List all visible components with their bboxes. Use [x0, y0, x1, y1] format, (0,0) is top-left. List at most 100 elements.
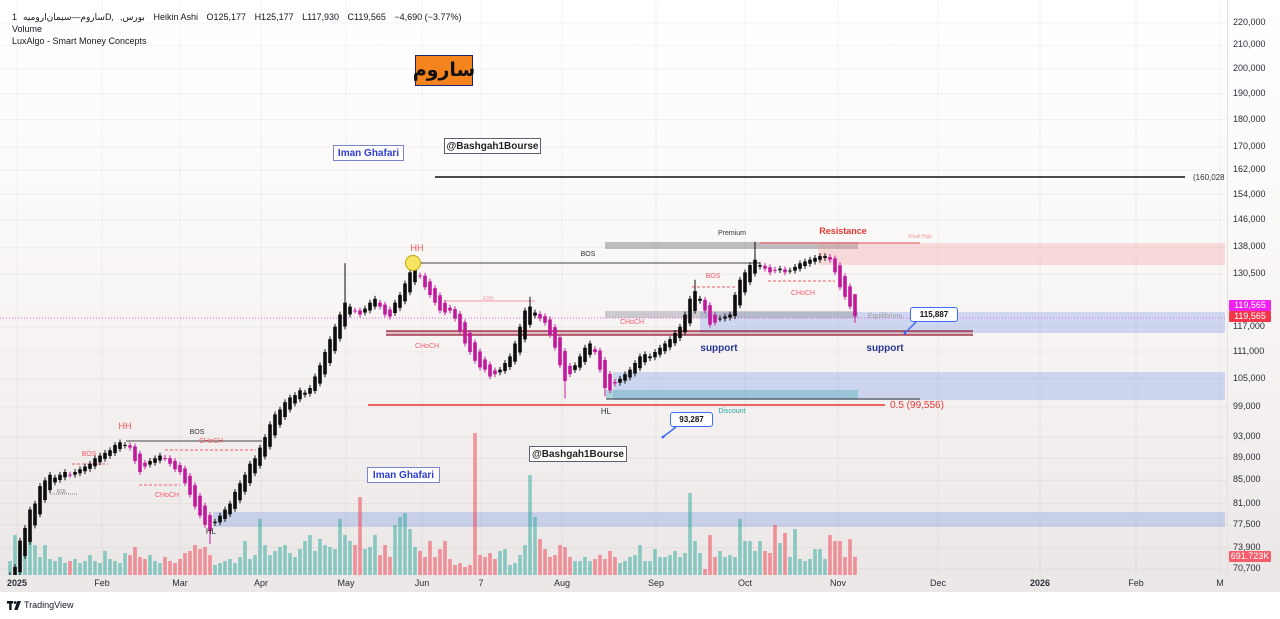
volume-bar — [373, 535, 377, 575]
candle-body — [623, 374, 627, 381]
indicator-legend-volume[interactable]: Volume — [12, 24, 43, 34]
volume-bar — [53, 561, 57, 575]
volume-bar — [428, 541, 432, 575]
candle — [358, 307, 362, 318]
chart-style: Heikin Ashi — [153, 12, 198, 22]
candle-body — [348, 306, 352, 315]
tradingview-brand-text: TradingView — [24, 600, 74, 610]
candle — [618, 375, 622, 386]
volume-bar — [238, 557, 242, 575]
author-label-bottom[interactable]: Iman Ghafari — [367, 467, 440, 483]
candle-body — [158, 455, 162, 461]
candle-body — [693, 291, 697, 311]
support-label: support — [866, 343, 904, 354]
price-axis[interactable]: 220,000 210,000 200,000 190,000 180,000 170,0… — [1227, 0, 1280, 575]
volume-bar — [523, 545, 527, 575]
symbol-legend-row[interactable]: 1 ساروم—سیمان‌ارومیهD, بورس, Heikin Ashi O… — [12, 11, 461, 23]
candle — [513, 340, 517, 365]
candle — [193, 482, 197, 510]
candle — [88, 460, 92, 472]
price-axis-label: 146,000 — [1233, 214, 1266, 225]
candle — [228, 500, 232, 518]
structure-labels: (160,028 HH BOS Premium Resistance Weak High E… — [57, 173, 1225, 536]
candle-body — [643, 354, 647, 363]
candle — [623, 371, 627, 384]
volume-bar — [63, 563, 67, 575]
candle-body — [143, 462, 147, 467]
volume-bar — [558, 545, 562, 575]
candle — [443, 300, 447, 316]
candle — [648, 353, 652, 362]
tradingview-brand-link[interactable]: TradingView — [7, 600, 74, 610]
candle-body — [253, 458, 257, 474]
price-chart-canvas[interactable]: (160,028 HH BOS Premium Resistance Weak High E… — [0, 0, 1227, 575]
price-axis-label: 200,000 — [1233, 62, 1266, 73]
volume-bar — [253, 555, 257, 575]
candle-body — [793, 266, 797, 271]
time-axis-label: Feb — [1128, 578, 1144, 588]
channel-label-bottom[interactable]: @Bashgah1Bourse — [529, 446, 627, 462]
candle-body — [338, 314, 342, 339]
candle — [453, 306, 457, 322]
choch-label: CHoCH — [199, 438, 223, 445]
candle — [738, 276, 742, 309]
volume-bar — [798, 559, 802, 575]
time-axis-label: M — [1216, 578, 1224, 588]
candle — [33, 500, 37, 529]
eqh-label: EQH — [483, 296, 494, 302]
volume-bar — [378, 555, 382, 575]
hh-label: HH — [411, 243, 424, 253]
time-axis-label: Dec — [929, 578, 947, 588]
candle — [838, 262, 842, 291]
choch-label: CHoCH — [791, 290, 815, 297]
volume-bar — [493, 559, 497, 575]
candle — [13, 564, 17, 575]
candle — [188, 472, 192, 498]
candle — [208, 512, 212, 544]
candle — [178, 462, 182, 475]
volume-bar — [233, 563, 237, 575]
volume-bar — [88, 555, 92, 575]
candle-body — [718, 318, 722, 320]
candle-body — [328, 339, 332, 364]
volume-bar — [793, 529, 797, 575]
symbol-watermark-box[interactable]: ساروم — [413, 55, 475, 86]
candle — [253, 455, 257, 477]
candle-body — [638, 356, 642, 369]
chart-pane[interactable]: (160,028 HH BOS Premium Resistance Weak High E… — [0, 0, 1227, 575]
indicator-legend-smc[interactable]: LuxAlgo - Smart Money Concepts — [12, 36, 147, 46]
candle-body — [258, 447, 262, 466]
volume-bar — [138, 557, 142, 575]
volume-bar — [168, 561, 172, 575]
candle-body — [138, 453, 142, 472]
support-price-callout[interactable]: 115,887 — [910, 307, 958, 322]
volume-bar — [303, 541, 307, 575]
low-price-callout[interactable]: 93,287 — [670, 412, 713, 427]
interval: D, — [104, 12, 114, 22]
candle-body — [773, 269, 777, 271]
hl-label: HL — [206, 527, 217, 536]
candle-body — [183, 468, 187, 484]
candle-body — [823, 256, 827, 258]
volume-bar — [213, 565, 217, 575]
price-axis-label: 154,000 — [1233, 188, 1266, 199]
candle-body — [298, 390, 302, 400]
author-label-top[interactable]: Iman Ghafari — [333, 145, 404, 161]
candle — [588, 340, 592, 358]
candle-body — [408, 272, 412, 293]
time-axis[interactable]: 2025 Feb Mar Apr May Jun 7 Aug Sep Oct Nov Dec 2026 F… — [0, 575, 1280, 592]
price-axis-label: 190,000 — [1233, 87, 1266, 98]
candle — [543, 313, 547, 326]
candle-body — [668, 339, 672, 348]
candle — [378, 299, 382, 310]
candle-body — [83, 466, 87, 472]
volume-bar — [663, 557, 667, 575]
candle — [43, 477, 47, 503]
candle-body — [788, 270, 792, 272]
heikin-ashi-candles — [9, 241, 857, 575]
candle-body — [528, 306, 532, 325]
candle — [68, 471, 72, 478]
channel-label-top[interactable]: @Bashgah1Bourse — [444, 138, 541, 154]
volume-bar — [183, 553, 187, 575]
candle-body — [88, 463, 92, 469]
